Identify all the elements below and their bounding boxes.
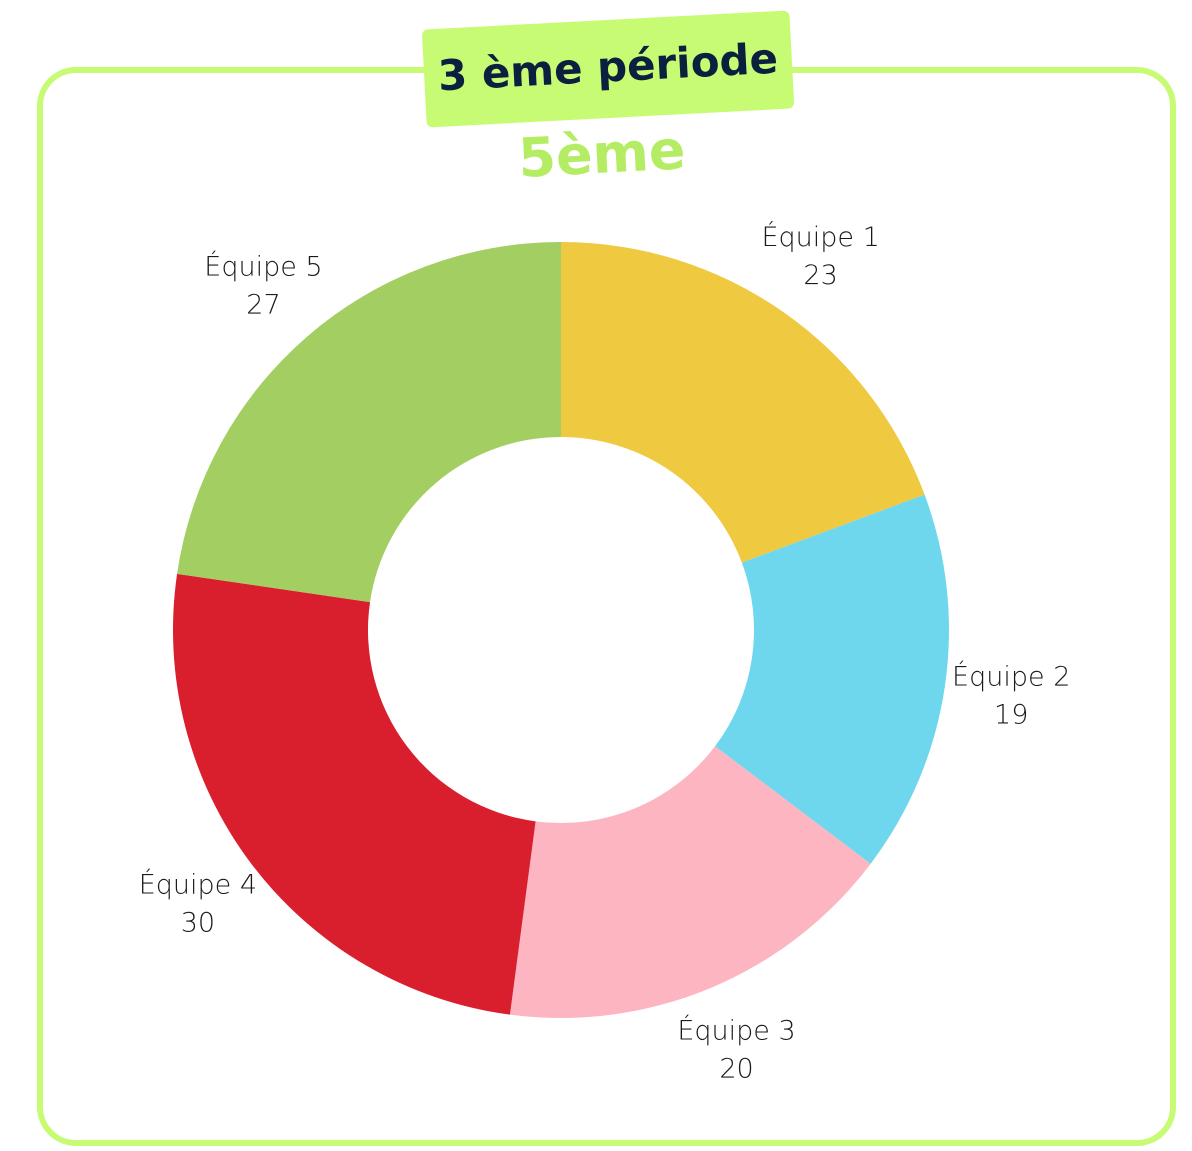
- value-label: 27: [246, 289, 280, 320]
- value-label: 30: [181, 908, 215, 939]
- slice: [177, 242, 561, 603]
- slice: [509, 746, 871, 1018]
- value-label: 19: [994, 699, 1028, 730]
- slice-label: Équipe 4: [139, 869, 257, 901]
- title-background: [422, 10, 795, 128]
- slice-label: Équipe 3: [677, 1014, 795, 1046]
- slice-label: Équipe 5: [204, 250, 322, 282]
- value-label: 20: [719, 1053, 753, 1084]
- title-badge: 3 ème période: [422, 10, 795, 128]
- value-label: 23: [803, 260, 837, 291]
- slice: [172, 573, 536, 1015]
- slice-label: Équipe 1: [761, 221, 879, 253]
- slice: [561, 242, 925, 563]
- chart-subtitle: 5ème: [517, 118, 687, 190]
- slice-label: Équipe 2: [952, 660, 1070, 692]
- slice: [715, 494, 949, 864]
